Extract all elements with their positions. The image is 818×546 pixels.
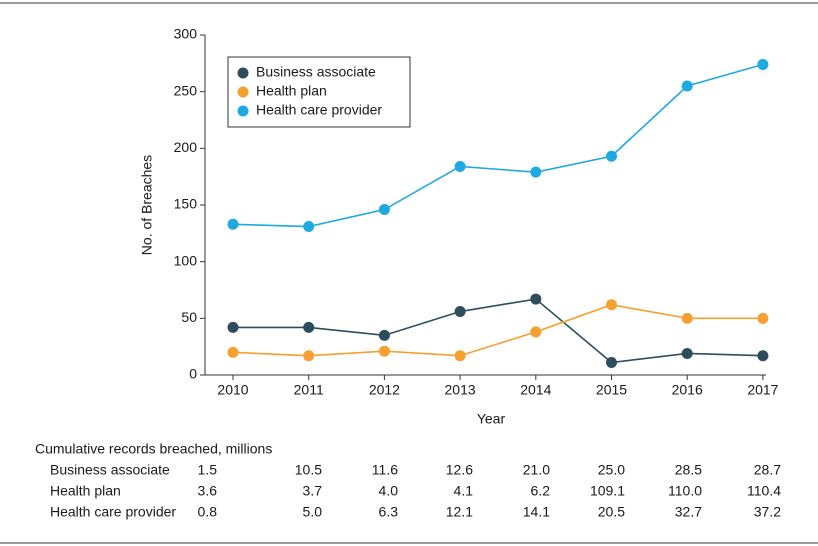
data-point bbox=[681, 312, 693, 324]
x-tick-label: 2011 bbox=[294, 382, 324, 398]
data-point bbox=[227, 321, 239, 333]
x-tick-label: 2010 bbox=[217, 382, 248, 398]
legend-label: Health care provider bbox=[256, 102, 382, 118]
y-tick-label: 0 bbox=[189, 366, 197, 382]
x-tick-label: 2015 bbox=[596, 382, 627, 398]
x-axis-label: Year bbox=[477, 411, 506, 427]
table-cell: 25.0 bbox=[598, 462, 625, 478]
data-point bbox=[530, 326, 542, 338]
table-cell: 3.7 bbox=[303, 483, 323, 499]
series-line bbox=[233, 298, 763, 364]
data-point bbox=[378, 345, 390, 357]
data-point bbox=[303, 321, 315, 333]
y-tick-label: 50 bbox=[181, 309, 197, 325]
y-tick-label: 300 bbox=[174, 26, 198, 42]
data-point bbox=[303, 221, 315, 233]
table-cell: 12.6 bbox=[446, 462, 473, 478]
data-point bbox=[681, 80, 693, 92]
table-cell: 28.7 bbox=[754, 462, 781, 478]
table-title: Cumulative records breached, millions bbox=[35, 441, 272, 457]
series-line bbox=[232, 63, 764, 228]
table-cell: 28.5 bbox=[675, 462, 702, 478]
table-cell: 3.6 bbox=[198, 483, 218, 499]
table-cell: 4.1 bbox=[454, 483, 474, 499]
row-label: Health care provider bbox=[50, 504, 176, 520]
row-label: Business associate bbox=[50, 462, 170, 478]
data-point bbox=[378, 204, 390, 216]
data-point bbox=[454, 306, 466, 318]
data-point bbox=[606, 357, 617, 369]
table-cell: 1.5 bbox=[198, 462, 218, 478]
table-cell: 4.0 bbox=[379, 483, 399, 499]
table-cell: 109.1 bbox=[590, 483, 625, 499]
x-tick-label: 2013 bbox=[445, 382, 476, 398]
y-tick-label: 100 bbox=[174, 252, 198, 268]
legend-label: Health plan bbox=[256, 83, 327, 99]
data-point bbox=[681, 347, 693, 359]
table-cell: 0.8 bbox=[198, 504, 218, 520]
table-cell: 12.1 bbox=[446, 504, 473, 520]
data-point bbox=[454, 350, 466, 362]
y-tick-label: 150 bbox=[174, 196, 198, 212]
x-tick-label: 2012 bbox=[369, 382, 400, 398]
table-cell: 5.0 bbox=[303, 504, 323, 520]
data-point bbox=[606, 150, 617, 162]
y-tick-label: 200 bbox=[174, 139, 198, 155]
data-point bbox=[227, 346, 239, 358]
table-cell: 11.6 bbox=[372, 462, 398, 478]
table-cell: 6.3 bbox=[379, 504, 399, 520]
legend-box bbox=[227, 56, 411, 128]
table-cell: 20.5 bbox=[598, 504, 625, 520]
data-point bbox=[606, 299, 617, 311]
table-cell: 6.2 bbox=[531, 483, 551, 499]
data-point bbox=[757, 312, 769, 324]
table-cell: 14.1 bbox=[523, 504, 550, 520]
table-cell: 10.5 bbox=[295, 462, 322, 478]
data-point bbox=[757, 350, 769, 362]
legend-marker bbox=[237, 105, 249, 117]
data-point bbox=[530, 166, 542, 178]
y-tick-label: 250 bbox=[174, 82, 198, 98]
table-cell: 110.0 bbox=[668, 483, 702, 499]
legend-marker bbox=[237, 67, 249, 79]
legend-label: Business associate bbox=[256, 64, 376, 80]
data-point bbox=[303, 350, 315, 362]
series-line bbox=[232, 303, 763, 357]
table-cell: 110.4 bbox=[747, 483, 781, 499]
y-axis-label: No. of Breaches bbox=[139, 155, 155, 255]
table-cell: 37.2 bbox=[754, 504, 781, 520]
data-point bbox=[227, 218, 239, 230]
x-tick-label: 2014 bbox=[520, 382, 551, 398]
x-tick-label: 2017 bbox=[747, 382, 778, 398]
data-point bbox=[530, 293, 542, 305]
table-cell: 32.7 bbox=[675, 504, 702, 520]
legend-marker bbox=[237, 86, 249, 98]
table-cell: 21.0 bbox=[523, 462, 550, 478]
data-point bbox=[757, 58, 769, 70]
data-point bbox=[454, 160, 466, 172]
row-label: Health plan bbox=[50, 483, 121, 499]
x-tick-label: 2016 bbox=[672, 382, 703, 398]
data-point bbox=[378, 329, 390, 341]
